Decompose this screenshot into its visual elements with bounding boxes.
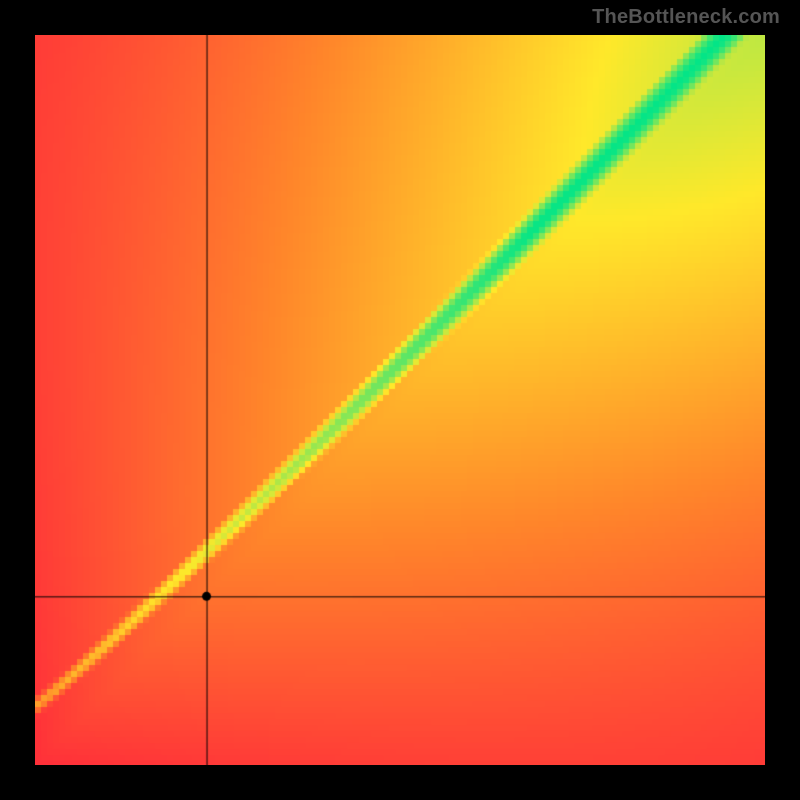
watermark-text: TheBottleneck.com	[592, 6, 780, 29]
overlay-canvas	[35, 35, 765, 765]
chart-frame: TheBottleneck.com	[0, 0, 800, 800]
